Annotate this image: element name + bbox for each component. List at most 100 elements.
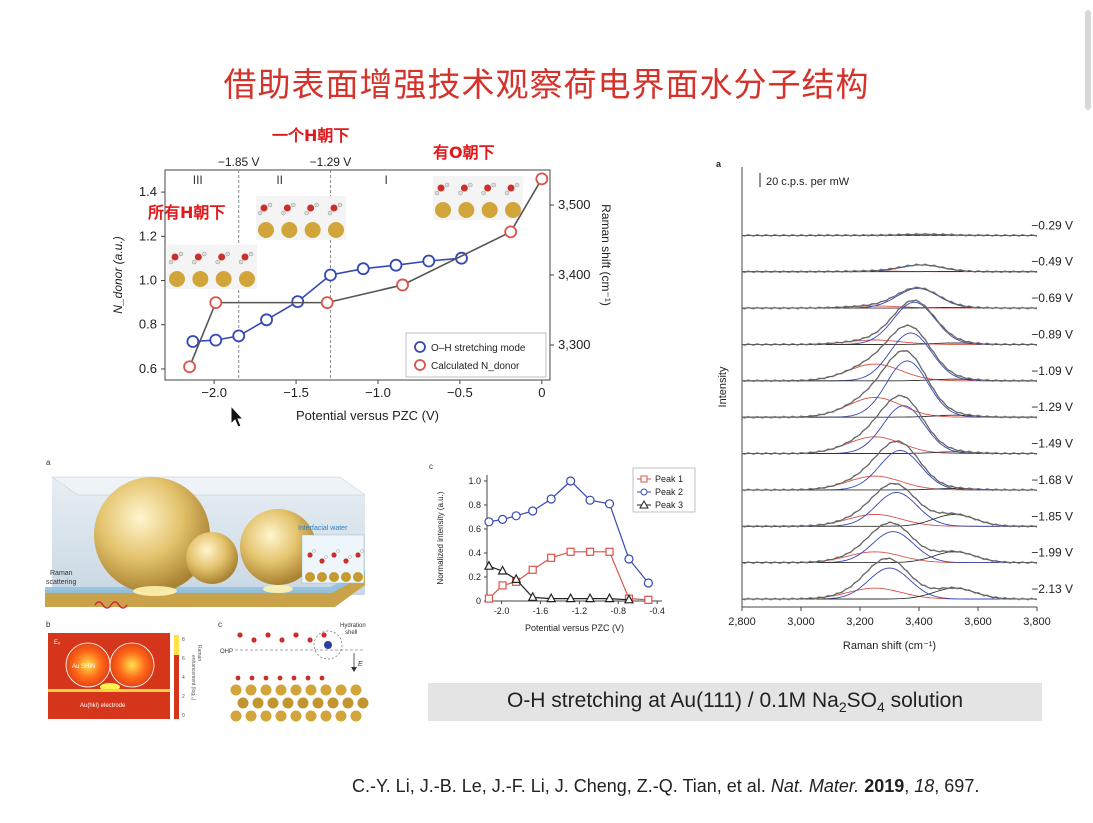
y-tick-label: 1.0	[139, 273, 157, 288]
legend-box	[405, 332, 547, 378]
au-atom	[230, 710, 242, 722]
au-atom	[328, 222, 344, 238]
panel-a-label: a	[716, 159, 722, 169]
o-atom	[307, 637, 313, 643]
raman-label: Raman	[50, 570, 73, 577]
panel-c-label: c	[429, 462, 433, 471]
y-tick-label: 0.4	[468, 548, 481, 558]
h-atom	[192, 259, 197, 265]
o-atom	[319, 558, 325, 564]
data-point	[483, 560, 494, 570]
h-atom	[327, 210, 333, 216]
data-point	[484, 517, 494, 527]
legend: Peak 1 Peak 2 Peak 3	[632, 467, 696, 513]
fit-peak-2	[742, 405, 1037, 454]
data-point	[504, 225, 518, 239]
o-atom	[249, 675, 255, 681]
data-point	[644, 595, 653, 604]
h-atom	[314, 202, 319, 208]
data-point	[389, 258, 403, 272]
fit-peak-2	[742, 360, 1037, 418]
data-point	[324, 268, 337, 282]
series-line	[488, 551, 649, 601]
au-atom	[239, 271, 255, 287]
au-atom	[260, 710, 272, 722]
h-atom	[304, 210, 309, 216]
data-point	[604, 592, 615, 603]
o-atom	[319, 675, 325, 681]
x-tick-label: -1.2	[572, 606, 588, 616]
legend-entry: Peak 2	[655, 487, 683, 497]
y2-tick-label: 3,300	[558, 337, 591, 352]
svg-text:Raman: Raman	[196, 645, 202, 661]
y-tick-label: 1.2	[139, 228, 157, 243]
au-atom	[350, 684, 362, 696]
x-tick-label: 3,200	[846, 616, 874, 628]
h-atom	[248, 251, 254, 257]
gold-nanoparticle-medium	[240, 509, 316, 585]
y-tick-label: 1.4	[139, 184, 157, 199]
h-atom	[504, 190, 510, 196]
spectrum-potential-label: −1.49 V	[1031, 437, 1073, 451]
x-axis-label: Potential versus PZC (V)	[525, 623, 624, 633]
h-atom	[348, 555, 352, 559]
h-atom	[267, 202, 273, 208]
scrollbar[interactable]	[1085, 10, 1091, 110]
scattering-label: scattering	[46, 579, 76, 586]
data-point	[260, 313, 273, 327]
y-axis-label: Intensity	[717, 366, 729, 407]
data-point	[511, 573, 522, 584]
o-atom	[235, 675, 241, 681]
gold-nanoparticle-small	[186, 532, 238, 584]
au-atom	[305, 684, 317, 696]
h-atom	[178, 251, 184, 257]
data-point	[320, 296, 334, 310]
fit-total	[742, 264, 1037, 273]
data-point	[565, 592, 576, 603]
region-boundary-label: −1.85 V	[218, 155, 260, 169]
o-atom	[460, 184, 468, 192]
o-atom	[241, 253, 249, 261]
o-atom	[265, 632, 271, 638]
h-atom	[202, 251, 207, 257]
spectrum-potential-label: −2.13 V	[1031, 582, 1073, 596]
svg-text:shell: shell	[345, 630, 357, 636]
fit-total	[742, 300, 1037, 345]
o-atom	[355, 552, 361, 558]
svg-text:8: 8	[182, 637, 185, 643]
fit-total	[742, 287, 1037, 309]
h-atom	[257, 210, 263, 216]
data-point	[535, 172, 549, 186]
au-atom	[215, 271, 232, 287]
data-point	[605, 547, 614, 556]
h-atom	[434, 190, 440, 196]
legend-entry: Calculated N_donor	[431, 361, 520, 372]
hydration-shell	[313, 630, 343, 660]
data-point	[183, 360, 196, 374]
au-atom	[481, 202, 498, 218]
au-atom	[320, 710, 332, 722]
spectrum-trace	[741, 394, 1038, 455]
x-tick-label: −2.0	[201, 385, 227, 400]
scale-bar-label: 20 c.p.s. per mW	[766, 176, 850, 188]
x-tick-label: −1.5	[283, 385, 309, 400]
o-atom	[263, 675, 269, 681]
raman-wave-icon	[94, 601, 128, 609]
legend-marker	[640, 488, 648, 496]
au-atom	[312, 697, 324, 709]
au-atom	[275, 684, 287, 696]
data-point	[604, 499, 615, 509]
au-atom	[169, 271, 185, 287]
caption-text: O-H stretching at Au(111) / 0.1M Na2SO4 …	[506, 689, 963, 716]
y-tick-label: 0.8	[468, 500, 481, 510]
h-atom	[444, 182, 450, 188]
au-shin-label: Au SHIN	[72, 664, 95, 670]
h-atom	[291, 202, 296, 208]
h-atom	[514, 182, 520, 188]
e0-label: E₀	[54, 640, 61, 646]
shin-schematic: a Interfacial water Raman scattering b E…	[45, 458, 369, 722]
y2-tick-label: 3,400	[558, 267, 591, 282]
legend-marker	[639, 499, 649, 509]
data-point	[547, 553, 556, 562]
